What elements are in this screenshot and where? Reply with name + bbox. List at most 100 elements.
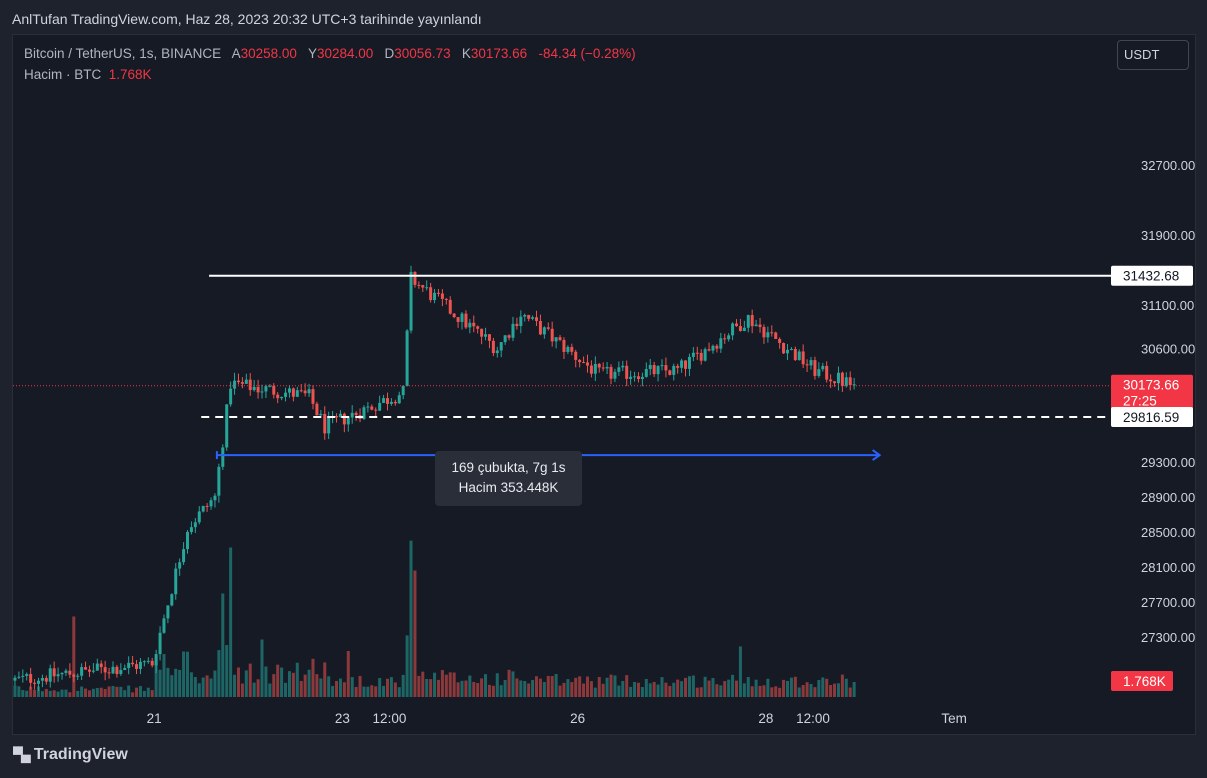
horizontal-lines xyxy=(13,274,1111,418)
candle-body xyxy=(727,335,731,340)
candle-body xyxy=(523,314,527,317)
volume-bar xyxy=(182,651,186,697)
candle-body xyxy=(805,364,809,366)
candle-body xyxy=(570,346,574,352)
volume-bar xyxy=(25,690,29,697)
volume-bar xyxy=(138,686,142,697)
volume-bar xyxy=(499,685,503,697)
candle-body xyxy=(319,413,323,416)
y-tick-label: 28900.00 xyxy=(1141,490,1195,505)
candle-body xyxy=(362,407,366,419)
candle-body xyxy=(248,379,252,391)
y-tick-label: 30600.00 xyxy=(1141,341,1195,356)
volume-bar xyxy=(684,677,688,697)
volume-bar xyxy=(452,672,456,697)
candle-body xyxy=(389,401,393,404)
candle-body xyxy=(29,674,33,683)
volume-bar xyxy=(342,682,346,697)
volume-bar xyxy=(668,685,672,697)
candle-body xyxy=(76,675,80,677)
volume-bar xyxy=(299,680,303,697)
candle-body xyxy=(213,495,217,501)
candle-body xyxy=(327,417,331,434)
candle-body xyxy=(436,292,440,294)
candle-body xyxy=(460,313,464,322)
volume-bar xyxy=(774,686,778,697)
chart-panel[interactable]: 32700.00 31900.00 31100.00 30600.00 29300.00… xyxy=(12,34,1196,735)
volume-bar xyxy=(433,672,437,697)
candle-body xyxy=(625,365,629,379)
candle-body xyxy=(87,669,91,672)
candle-body xyxy=(660,365,664,367)
volume-bar xyxy=(166,667,170,697)
volume-bar xyxy=(844,678,848,697)
volume-bar xyxy=(480,678,484,697)
candle-body xyxy=(754,324,758,327)
symbol-title[interactable]: Bitcoin / TetherUS, 1s, BINANCE xyxy=(24,46,222,61)
volume-bar xyxy=(40,691,44,697)
volume-bar xyxy=(750,686,754,697)
volume-bar xyxy=(444,674,448,697)
candle-body xyxy=(264,386,268,392)
candle-body xyxy=(354,412,358,416)
candle-body xyxy=(338,413,342,418)
volume-bar xyxy=(597,676,601,697)
candle-body xyxy=(425,287,429,289)
candle-body xyxy=(123,667,127,671)
volume-bar xyxy=(782,679,786,697)
volume-bar xyxy=(213,670,217,697)
volume-bar xyxy=(609,674,613,697)
candle-body xyxy=(825,365,829,380)
y-tick-label: 27700.00 xyxy=(1141,595,1195,610)
candle-body xyxy=(280,396,284,399)
volume-bar xyxy=(323,662,327,697)
volume-bar xyxy=(613,675,617,697)
volume-bar xyxy=(417,675,421,697)
volume-bar xyxy=(52,690,56,697)
measure-tooltip: 169 çubukta, 7g 1s Hacim 353.448K xyxy=(435,451,582,506)
volume-bar xyxy=(193,677,197,697)
volume-bar xyxy=(405,635,409,697)
volume-label[interactable]: Hacim · BTC xyxy=(24,67,102,82)
volume-bar xyxy=(593,687,597,697)
volume-bar xyxy=(825,678,829,697)
candle-body xyxy=(527,314,531,319)
candle-body xyxy=(589,365,593,374)
volume-bar xyxy=(382,685,386,697)
candle-body xyxy=(135,664,139,669)
volume-bar xyxy=(307,669,311,697)
candle-body xyxy=(836,372,840,384)
candle-body xyxy=(158,632,162,655)
candle-body xyxy=(731,323,735,336)
volume-bar xyxy=(829,685,833,697)
candle-body xyxy=(538,320,542,335)
volume-bar xyxy=(311,658,315,697)
resistance-price-badge-text: 31432.68 xyxy=(1123,269,1179,284)
low-label: D xyxy=(384,46,395,61)
candle-body xyxy=(186,531,190,550)
volume-bar xyxy=(758,685,762,697)
volume-bar xyxy=(707,680,711,697)
volume-bar xyxy=(229,547,233,697)
candle-body xyxy=(429,287,433,301)
price-chart[interactable]: 32700.00 31900.00 31100.00 30600.00 29300.00… xyxy=(13,35,1195,734)
volume-bar xyxy=(840,674,844,697)
candle-body xyxy=(236,380,240,383)
low-value: 30056.73 xyxy=(394,46,451,61)
volume-bar xyxy=(64,689,68,697)
y-tick-label: 31900.00 xyxy=(1141,228,1195,243)
volume-bar xyxy=(436,679,440,697)
candle-body xyxy=(829,379,833,382)
volume-bar xyxy=(809,684,813,697)
volume-bar xyxy=(91,688,95,697)
tradingview-logo[interactable]: ▀▄ TradingView xyxy=(13,746,128,764)
candle-body xyxy=(738,326,742,332)
currency-button[interactable]: USDT xyxy=(1117,40,1189,70)
volume-bar xyxy=(429,679,433,697)
volume-bar xyxy=(793,676,797,697)
candle-body xyxy=(303,390,307,394)
candle-body xyxy=(691,352,695,357)
volume-bar xyxy=(84,688,88,697)
candle-body xyxy=(409,271,413,331)
volume-bar xyxy=(440,670,444,697)
